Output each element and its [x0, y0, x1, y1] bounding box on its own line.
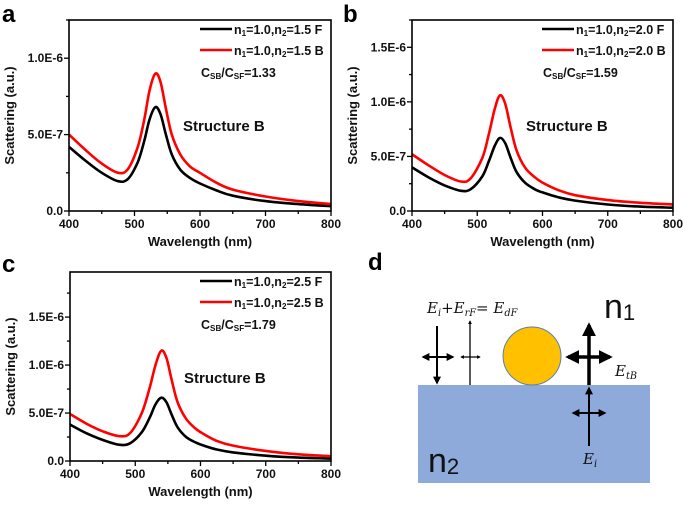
y-tick-label: 1.0E-6	[371, 95, 407, 109]
x-tick-label: 600	[190, 467, 210, 481]
nanoparticle	[502, 326, 562, 386]
structure-annotation: Structure B	[184, 370, 266, 387]
panel-a-chart: a 400 500 600 700 800 0.0 5.0E-7 1.0E-6 Wavelengt…	[2, 1, 341, 249]
panel-d-diagram: d Ei+ErF= EdF EtB Ei n1 n2	[368, 249, 650, 483]
legend-label: n1=1.0,n2=1.5 B	[234, 44, 324, 59]
x-axis-title: Wavelength (nm)	[490, 234, 594, 249]
legend-label: n1=1.0,n2=2.5 B	[234, 296, 324, 311]
y-tick-label: 0.0	[47, 454, 64, 468]
structure-annotation: Structure B	[526, 118, 608, 135]
legend-label: n1=1.0,n2=2.5 F	[234, 275, 323, 290]
x-tick-label: 700	[598, 217, 618, 231]
y-tick-label: 5.0E-7	[29, 406, 65, 420]
ratio-annotation: CSB/CSF=1.33	[201, 66, 276, 81]
x-tick-label: 400	[402, 217, 422, 231]
series-line-forward	[70, 396, 331, 460]
medium-n1-label: n1	[604, 288, 635, 326]
x-tick-label: 500	[125, 467, 145, 481]
y-axis-title: Scattering (a.u.)	[345, 66, 360, 164]
x-axis-title: Wavelength (nm)	[148, 484, 252, 499]
x-tick-label: 800	[663, 217, 683, 231]
x-tick-label: 400	[60, 467, 80, 481]
series-line-backward	[69, 71, 331, 206]
panel-label-a: a	[2, 1, 16, 28]
x-tick-label: 800	[321, 217, 341, 231]
ratio-annotation: CSB/CSF=1.59	[543, 66, 618, 81]
series-line-backward	[412, 93, 673, 206]
incident-field-label: Ei	[582, 450, 597, 470]
panel-label-d: d	[368, 249, 383, 276]
ratio-annotation: CSB/CSF=1.79	[201, 318, 276, 333]
x-tick-label: 600	[190, 217, 210, 231]
panel-b-chart: b 400 500 600 700 800 0.0 5.0E-7 1.0E-6 1.5E-6 Wav…	[343, 1, 683, 249]
panel-label-b: b	[343, 1, 358, 28]
x-tick-label: 500	[124, 217, 144, 231]
structure-annotation: Structure B	[183, 118, 265, 135]
x-axis-title: Wavelength (nm)	[148, 234, 252, 249]
x-tick-label: 700	[255, 217, 275, 231]
substrate-n2	[418, 385, 650, 483]
legend-label: n1=1.0,n2=1.5 F	[234, 23, 323, 38]
y-tick-label: 5.0E-7	[28, 128, 64, 142]
y-axis-title: Scattering (a.u.)	[3, 317, 18, 415]
field-equation-label: Ei+ErF= EdF	[426, 299, 519, 319]
y-tick-label: 0.0	[46, 204, 63, 218]
y-tick-label: 1.5E-6	[29, 310, 65, 324]
y-axis-title: Scattering (a.u.)	[2, 66, 17, 164]
y-tick-label: 5.0E-7	[371, 149, 407, 163]
medium-n2-label: n2	[428, 442, 459, 480]
transmitted-field-label: EtB	[614, 362, 637, 382]
panel-label-c: c	[2, 251, 15, 278]
x-tick-label: 600	[532, 217, 552, 231]
y-tick-label: 0.0	[389, 204, 406, 218]
x-tick-label: 800	[321, 467, 341, 481]
panel-c-chart: c 400 500 600 700 800 0.0 5.0E-7 1.0E-6 1.5E-6 Wav…	[2, 251, 341, 499]
legend-label: n1=1.0,n2=2.0 B	[576, 44, 666, 59]
series-line-forward	[69, 105, 331, 208]
y-tick-label: 1.5E-6	[371, 40, 407, 54]
x-tick-label: 700	[256, 467, 276, 481]
series-line-backward	[70, 349, 331, 458]
y-tick-label: 1.0E-6	[29, 358, 65, 372]
legend-label: n1=1.0,n2=2.0 F	[576, 23, 665, 38]
x-tick-label: 500	[467, 217, 487, 231]
x-tick-label: 400	[59, 217, 79, 231]
series-line-forward	[412, 136, 673, 209]
y-tick-label: 1.0E-6	[28, 51, 64, 65]
